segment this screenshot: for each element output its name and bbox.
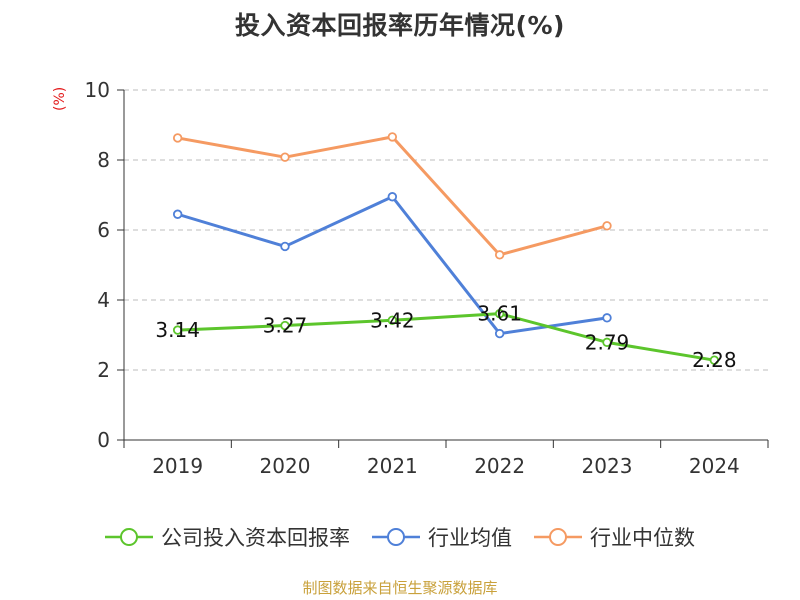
data-point: [172, 209, 183, 219]
x-tick-label: 2020: [260, 454, 311, 478]
data-point: [602, 313, 612, 323]
legend-label-industry-median: 行业中位数: [590, 526, 695, 550]
data-point: [172, 133, 183, 143]
legend-item-industry-average[interactable]: 行业均值: [372, 522, 512, 552]
legend-item-company[interactable]: 公司投入资本回报率: [105, 522, 350, 552]
data-point: [709, 355, 720, 365]
legend-marker-industry-average: [372, 528, 420, 546]
chart-title: 投入资本回报率历年情况(%): [235, 11, 565, 40]
data-label: 3.42: [370, 308, 415, 332]
data-point: [602, 221, 612, 231]
series-lines: [172, 132, 720, 365]
data-point: [280, 320, 290, 331]
data-point: [387, 315, 398, 325]
x-tick-label: 2023: [582, 454, 633, 478]
legend-marker-industry-median: [534, 528, 582, 546]
x-tick-label: 2021: [367, 454, 418, 478]
y-tick-label: 10: [85, 78, 110, 102]
axes: 0 2 4 6 8 10 2019 2020 2021 2022 2023 2024: [85, 78, 769, 478]
data-label: 2.79: [585, 330, 630, 354]
data-source-note: 制图数据来自恒生聚源数据库: [302, 579, 498, 597]
legend-marker-company: [105, 528, 153, 546]
data-label: 3.27: [263, 314, 308, 338]
y-tick-label: 0: [97, 428, 110, 452]
legend: 公司投入资本回报率 行业均值 行业中位数: [0, 520, 800, 554]
legend-label-industry-average: 行业均值: [428, 526, 512, 550]
x-tick-label: 2022: [474, 454, 525, 478]
data-point: [494, 250, 505, 260]
data-label: 2.28: [692, 348, 737, 372]
y-tick-label: 2: [97, 358, 110, 382]
data-label: 3.61: [477, 302, 522, 326]
data-label: 3.14: [155, 318, 200, 342]
x-tick-label: 2024: [689, 454, 740, 478]
series-line: [177, 312, 715, 362]
data-point: [494, 328, 505, 339]
data-point: [172, 325, 183, 335]
data-point: [494, 308, 505, 319]
x-tick-label: 2019: [152, 454, 203, 478]
data-point: [280, 152, 290, 162]
data-point: [387, 192, 398, 202]
y-tick-label: 8: [97, 148, 110, 172]
y-tick-label: 4: [97, 288, 110, 312]
legend-label-company: 公司投入资本回报率: [161, 526, 350, 550]
data-labels: 3.14 3.27 3.42 3.61 2.79 2.28: [155, 302, 736, 373]
data-point: [280, 241, 290, 252]
legend-item-industry-median[interactable]: 行业中位数: [534, 522, 695, 552]
data-point: [602, 337, 612, 348]
data-point: [387, 132, 398, 142]
y-tick-label: 6: [97, 218, 110, 242]
